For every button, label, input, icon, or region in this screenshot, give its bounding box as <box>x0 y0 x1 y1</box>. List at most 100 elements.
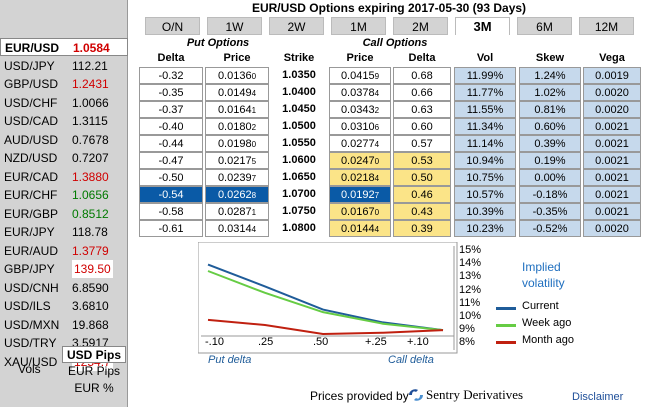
cell-vega: 0.0019 <box>583 67 641 84</box>
currency-rate: 1.3880 <box>72 169 109 184</box>
price-small-digit: 4 <box>374 225 380 234</box>
currency-rate: 1.2431 <box>72 77 109 91</box>
currency-row[interactable]: EUR/CAD 1.3880 <box>0 168 128 186</box>
currency-pair: EUR/JPY <box>4 225 55 239</box>
cell-put-price: 0.01494 <box>205 84 269 101</box>
pips-option[interactable]: EUR Pips <box>67 364 120 378</box>
cell-vol: 10.57% <box>454 186 516 203</box>
tab-12m[interactable]: 12M <box>579 17 634 35</box>
cell-call-delta: 0.68 <box>393 67 451 84</box>
currency-pair: GBP/USD <box>4 77 59 91</box>
tab-3m[interactable]: 3M <box>455 17 510 35</box>
tab-6m[interactable]: 6M <box>517 17 572 35</box>
currency-pair: XAU/USD <box>4 354 58 369</box>
currency-row[interactable]: GBP/USD 1.2431 <box>0 75 128 93</box>
put-delta-label: Put delta <box>208 354 252 366</box>
currency-rate: 0.8512 <box>72 206 109 221</box>
cell-skew: 1.02% <box>519 84 581 101</box>
cell-vol: 10.94% <box>454 152 516 169</box>
currency-rate: 1.0656 <box>72 188 109 202</box>
currency-row[interactable]: EUR/AUD 1.3779 <box>0 242 128 260</box>
cell-put-delta: -0.40 <box>139 118 203 135</box>
brand-name: Sentry Derivatives <box>426 387 524 402</box>
vega-header: Vega <box>599 52 625 64</box>
cell-skew: -0.52% <box>519 220 581 237</box>
x-tick-label: .50 <box>313 336 329 348</box>
currency-row[interactable]: GBP/JPY 139.50 <box>0 260 128 278</box>
y-tick-label: 14% <box>459 257 482 270</box>
currency-row[interactable]: USD/CAD 1.3115 <box>0 112 128 130</box>
call-price-header: Price <box>346 52 374 64</box>
currency-row[interactable]: USD/JPY 112.21 <box>0 57 128 75</box>
currency-row[interactable]: EUR/JPY 118.78 <box>0 223 128 241</box>
currency-pair: USD/CHF <box>4 95 58 110</box>
cell-call-delta: 0.39 <box>393 220 451 237</box>
table-row[interactable]: -0.32 0.01360 1.0350 0.04159 0.68 11.99% 1.24%… <box>139 67 644 84</box>
cell-put-delta: -0.50 <box>139 169 203 186</box>
currency-rate: 1.3779 <box>72 243 109 258</box>
cell-put-delta: -0.37 <box>139 101 203 118</box>
cell-vol: 10.23% <box>454 220 516 237</box>
currency-row[interactable]: AUD/USD 0.7678 <box>0 131 128 149</box>
cell-vol: 10.39% <box>454 203 516 220</box>
currency-row[interactable]: USD/CNH 6.8590 <box>0 279 128 297</box>
price-small-digit: 7 <box>251 174 257 183</box>
currency-rate: 6.8590 <box>72 280 109 295</box>
tab-2w[interactable]: 2W <box>269 17 324 35</box>
currency-row[interactable]: USD/MXN 19.868 <box>0 316 128 334</box>
cell-put-price: 0.01980 <box>205 135 269 152</box>
cell-put-price: 0.02871 <box>205 203 269 220</box>
cell-vega: 0.0020 <box>583 84 641 101</box>
table-row[interactable]: -0.61 0.03144 1.0800 0.01444 0.39 10.23% -0.52… <box>139 220 644 237</box>
currency-rate: 1.0066 <box>72 95 109 110</box>
cell-call-delta: 0.46 <box>393 186 451 203</box>
currency-rate: 3.6810 <box>72 299 109 313</box>
cell-vol: 11.77% <box>454 84 516 101</box>
table-row[interactable]: -0.44 0.01980 1.0550 0.02774 0.57 11.14% 0.39%… <box>139 135 644 152</box>
currency-pair: USD/TRY <box>4 336 57 350</box>
table-row[interactable]: -0.35 0.01494 1.0400 0.03784 0.66 11.77% 1.02%… <box>139 84 644 101</box>
pips-option[interactable]: USD Pips <box>62 346 126 363</box>
currency-row[interactable]: USD/ILS 3.6810 <box>0 297 128 315</box>
currency-row[interactable]: EUR/USD 1.0584 <box>0 38 128 56</box>
cell-skew: 1.24% <box>519 67 581 84</box>
table-row[interactable]: -0.54 0.02628 1.0700 0.01927 0.46 10.57% -0.18… <box>139 186 644 203</box>
currency-row[interactable]: USD/CHF 1.0066 <box>0 94 128 112</box>
cell-vol: 11.14% <box>454 135 516 152</box>
cell-vega: 0.0021 <box>583 186 641 203</box>
table-row[interactable]: -0.58 0.02871 1.0750 0.01670 0.43 10.39% -0.35… <box>139 203 644 220</box>
table-row[interactable]: -0.37 0.01641 1.0450 0.03432 0.63 11.55% 0.81%… <box>139 101 644 118</box>
price-small-digit: 4 <box>374 140 380 149</box>
legend-label: Month ago <box>522 334 574 346</box>
tab-1w[interactable]: 1W <box>207 17 262 35</box>
legend-label: Current <box>522 300 559 312</box>
cell-vega: 0.0021 <box>583 169 641 186</box>
cell-vol: 11.55% <box>454 101 516 118</box>
series-line-week-ago <box>207 270 444 332</box>
cell-put-delta: -0.61 <box>139 220 203 237</box>
currency-row[interactable]: EUR/GBP 0.8512 <box>0 205 128 223</box>
disclaimer-link[interactable]: Disclaimer <box>572 391 624 403</box>
tab-2m[interactable]: 2M <box>393 17 448 35</box>
currency-row[interactable]: EUR/CHF 1.0656 <box>0 186 128 204</box>
pips-option[interactable]: EUR % <box>74 381 114 395</box>
currency-pair: USD/JPY <box>4 58 55 73</box>
cell-strike: 1.0750 <box>271 203 327 220</box>
currency-pair: EUR/AUD <box>4 243 59 258</box>
currency-pair: USD/CNH <box>4 280 59 295</box>
cell-skew: -0.35% <box>519 203 581 220</box>
table-row[interactable]: -0.47 0.02175 1.0600 0.02470 0.53 10.94% 0.19%… <box>139 152 644 169</box>
price-small-digit: 1 <box>251 208 257 217</box>
cell-vega: 0.0020 <box>583 101 641 118</box>
currency-row[interactable]: NZD/USD 0.7207 <box>0 149 128 167</box>
cell-strike: 1.0700 <box>271 186 327 203</box>
tab-on[interactable]: O/N <box>145 17 200 35</box>
y-tick-label: 12% <box>459 283 482 296</box>
currency-pair: NZD/USD <box>4 151 58 165</box>
currency-pair: USD/CAD <box>4 114 59 128</box>
table-row[interactable]: -0.50 0.02397 1.0650 0.02184 0.50 10.75% 0.00%… <box>139 169 644 186</box>
tab-1m[interactable]: 1M <box>331 17 386 35</box>
table-row[interactable]: -0.40 0.01802 1.0500 0.03106 0.60 11.34% 0.60%… <box>139 118 644 135</box>
x-tick-label: .25 <box>258 336 274 348</box>
currency-rate: 1.3115 <box>72 114 108 128</box>
